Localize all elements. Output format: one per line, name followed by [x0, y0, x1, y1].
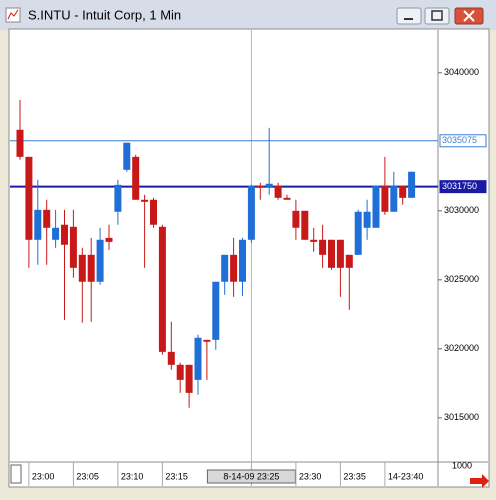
- scale-label: 1000: [452, 460, 472, 470]
- candle-body: [34, 209, 42, 240]
- candle-body: [319, 239, 327, 255]
- candle-body: [283, 197, 291, 200]
- x-tick-label: 23:30: [299, 471, 322, 481]
- close-icon: [463, 10, 475, 22]
- candle-body: [132, 156, 140, 200]
- x-tick-label: 23:10: [121, 471, 144, 481]
- app-icon-line: [7, 9, 19, 20]
- candle-body: [274, 185, 282, 198]
- maximize-icon: [431, 10, 443, 21]
- candle-body: [256, 185, 264, 188]
- candle-body: [247, 185, 255, 240]
- candle-body: [158, 226, 166, 352]
- price-line-label: 3031750: [442, 181, 477, 191]
- candle-body: [25, 156, 33, 240]
- y-tick-label: 3025000: [444, 274, 479, 284]
- candle-body: [123, 142, 131, 170]
- candle-body: [114, 184, 122, 212]
- y-tick-label: 3015000: [444, 412, 479, 422]
- y-tick-label: 3030000: [444, 205, 479, 215]
- price-line-label-box: [439, 180, 487, 194]
- candle-body: [96, 239, 104, 282]
- candle-body: [301, 210, 309, 240]
- y-tick-label: 3040000: [444, 67, 479, 77]
- candle-body: [61, 224, 68, 245]
- window-title: S.INTU - Intuit Corp, 1 Min: [28, 7, 181, 22]
- candle-body: [185, 364, 193, 393]
- candle-body: [336, 239, 344, 268]
- candle-body: [408, 171, 416, 198]
- candle-body: [176, 364, 184, 380]
- candle-body: [150, 199, 157, 225]
- y-tick-label: 3020000: [444, 343, 479, 353]
- x-tick-label: 23:35: [343, 471, 366, 481]
- candle-body: [141, 199, 149, 202]
- candle-body: [105, 237, 113, 242]
- x-tick-label: 14-23:40: [388, 471, 424, 481]
- candle-body: [230, 254, 238, 282]
- price-line-label-box: [439, 134, 487, 148]
- candle-body: [381, 185, 389, 212]
- candle-body: [363, 211, 371, 228]
- candle-body: [221, 254, 229, 282]
- candle-body: [390, 185, 398, 212]
- plot-area: 3015000 3020000 3025000 3030000 3040000 30350…: [10, 30, 487, 486]
- candle-body: [87, 254, 95, 282]
- candle-body: [345, 254, 353, 268]
- candle-body: [310, 239, 318, 242]
- candle-body: [212, 281, 220, 340]
- candle-body: [69, 226, 77, 268]
- candle-body: [372, 185, 380, 228]
- minimize-button[interactable]: [396, 7, 422, 25]
- candle-body: [52, 227, 60, 240]
- candle-body: [167, 351, 175, 365]
- maximize-button[interactable]: [424, 7, 450, 25]
- candle-body: [292, 210, 300, 228]
- candle-body: [16, 129, 24, 157]
- scroll-thumb[interactable]: [10, 464, 22, 484]
- candle-body: [78, 254, 86, 282]
- scroll-arrow[interactable]: [470, 474, 489, 488]
- crosshair-label: 8-14-09 23:25: [223, 471, 279, 481]
- candle-body: [239, 239, 246, 282]
- candle-body: [194, 337, 202, 380]
- x-tick-label: 23:00: [32, 471, 55, 481]
- candle-body: [399, 185, 407, 198]
- candle-body: [203, 339, 211, 342]
- candle-body: [43, 209, 51, 228]
- price-line-label: 3035075: [442, 135, 477, 145]
- candle-body: [265, 183, 273, 188]
- candle-body: [354, 211, 362, 255]
- candle-body: [328, 239, 335, 268]
- x-tick-label: 23:15: [165, 471, 188, 481]
- x-tick-label: 23:05: [76, 471, 99, 481]
